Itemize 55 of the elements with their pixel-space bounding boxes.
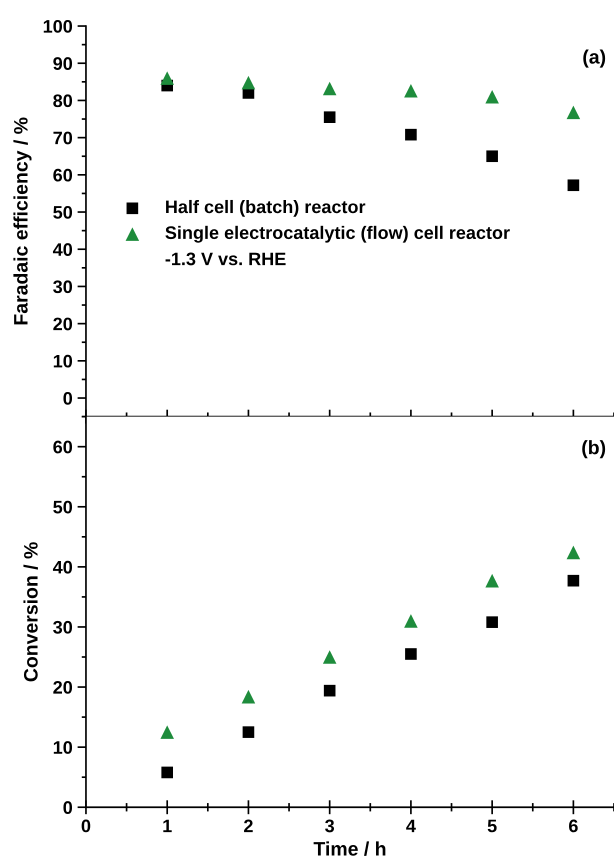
x-tick-label: 4 bbox=[406, 820, 416, 832]
point bbox=[566, 106, 580, 120]
point bbox=[322, 650, 336, 664]
point bbox=[405, 128, 417, 140]
y-tick-label: 20 bbox=[53, 680, 72, 694]
y-tick-label: 10 bbox=[54, 354, 72, 368]
annotation: (b) bbox=[582, 440, 606, 458]
legend-label: Half cell (batch) reactor bbox=[166, 200, 366, 217]
point bbox=[404, 614, 418, 628]
point bbox=[568, 179, 580, 192]
y-tick-label: 90 bbox=[53, 57, 72, 70]
x-tick-label: 1 bbox=[163, 820, 172, 832]
y-tick-label: 60 bbox=[53, 168, 72, 182]
x-tick-label: 5 bbox=[488, 820, 497, 832]
y-tick-label: 100 bbox=[44, 20, 72, 33]
x-tick-label: 6 bbox=[569, 820, 578, 832]
x-axis-title: Time / h bbox=[314, 841, 386, 856]
y-tick-label: 60 bbox=[53, 440, 72, 454]
x-tick-label: 3 bbox=[325, 820, 334, 832]
y-tick-label: 30 bbox=[53, 620, 72, 634]
y-tick-label: 50 bbox=[53, 500, 72, 514]
annotation: -1.3 V vs. RHE bbox=[166, 252, 286, 266]
y-tick-label: 10 bbox=[54, 741, 72, 754]
point bbox=[324, 111, 336, 123]
y-tick-label: 30 bbox=[53, 280, 72, 294]
point bbox=[322, 82, 336, 96]
point bbox=[160, 725, 174, 739]
point bbox=[324, 684, 336, 696]
y-axis-title: Conversion / % bbox=[23, 542, 38, 682]
y-tick-label: 40 bbox=[52, 560, 72, 574]
y-tick-label: 40 bbox=[52, 243, 72, 256]
point bbox=[405, 648, 417, 660]
y-axis-title: Faradaic efficiency / % bbox=[13, 118, 32, 324]
legend-label: Single electrocatalytic (flow) cell reactor bbox=[165, 226, 510, 243]
point bbox=[242, 690, 256, 704]
y-tick-label: 0 bbox=[63, 801, 72, 814]
point bbox=[486, 616, 498, 628]
point bbox=[404, 84, 418, 98]
point bbox=[485, 90, 499, 104]
point bbox=[485, 574, 499, 588]
point bbox=[568, 574, 580, 586]
point bbox=[242, 726, 254, 738]
point bbox=[160, 71, 174, 85]
point bbox=[161, 766, 174, 778]
point bbox=[486, 150, 498, 162]
x-tick-label: 0 bbox=[82, 820, 90, 832]
y-tick-label: 70 bbox=[53, 132, 72, 144]
y-tick-label: 50 bbox=[53, 206, 72, 219]
point bbox=[566, 546, 580, 560]
y-tick-label: 20 bbox=[53, 318, 72, 330]
x-tick-label: 2 bbox=[244, 820, 253, 832]
y-tick-label: 0 bbox=[63, 392, 72, 405]
point bbox=[242, 76, 256, 90]
y-tick-label: 80 bbox=[53, 94, 72, 108]
annotation: (a) bbox=[583, 49, 606, 68]
